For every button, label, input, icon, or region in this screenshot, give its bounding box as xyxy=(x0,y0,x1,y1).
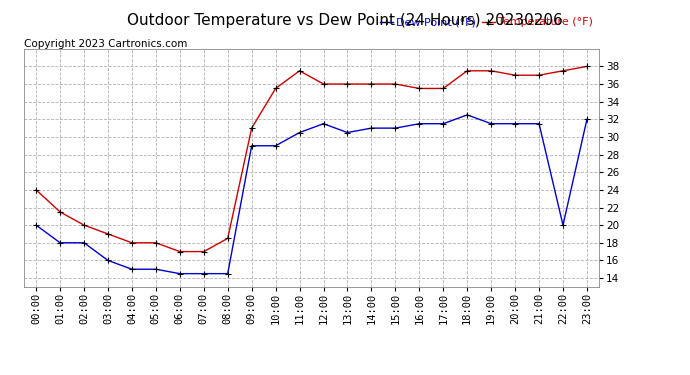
Text: Outdoor Temperature vs Dew Point (24 Hours) 20230206: Outdoor Temperature vs Dew Point (24 Hou… xyxy=(127,13,563,28)
Legend: Dew Point (°F), Temperature (°F): Dew Point (°F), Temperature (°F) xyxy=(380,17,593,27)
Text: Copyright 2023 Cartronics.com: Copyright 2023 Cartronics.com xyxy=(24,39,188,50)
